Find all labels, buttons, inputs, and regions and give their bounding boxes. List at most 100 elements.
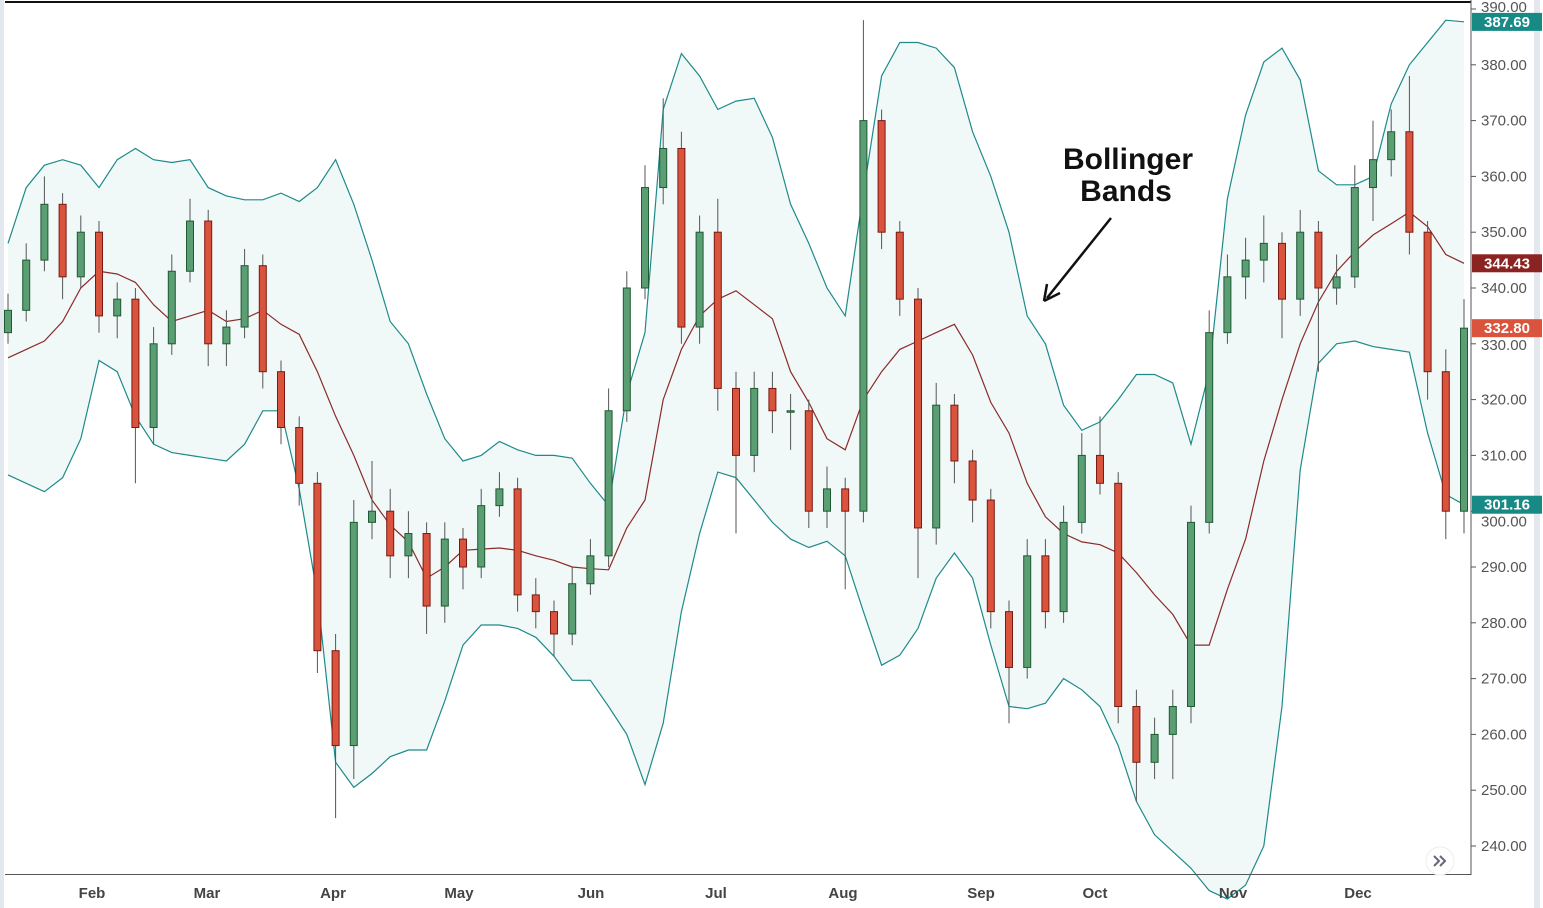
x-axis-ticks: Feb Mar Apr May Jun Jul Aug Sep Oct Nov Dec [79, 885, 1372, 902]
candle-down [459, 527, 467, 590]
candle-down [131, 288, 140, 484]
candle-up [113, 282, 122, 339]
double-chevron-right-icon[interactable] [1433, 855, 1447, 867]
y-tick-label: 280.00 [1481, 615, 1527, 632]
candle-body [1041, 555, 1050, 613]
candle-body [295, 427, 304, 484]
candle-body [550, 611, 558, 635]
candle-body [1296, 231, 1305, 300]
candle-up [440, 522, 449, 623]
price-label-text: 344.43 [1484, 255, 1530, 272]
candle-body [841, 488, 850, 512]
candle-up [40, 176, 49, 272]
candle-down [986, 488, 995, 629]
candle-body [1187, 521, 1195, 707]
candle-body [1369, 159, 1377, 189]
candle-up [1187, 505, 1195, 724]
candle-body [240, 265, 249, 328]
candle-body [113, 298, 122, 317]
price-labels: 387.69 344.43 332.80 301.16 [1472, 12, 1542, 514]
candle-body [804, 410, 813, 512]
candle-up [1332, 254, 1341, 305]
candle-body [1387, 131, 1396, 161]
candle-down [58, 193, 67, 300]
x-tick-label: Sep [967, 885, 995, 902]
candle-body [1132, 706, 1141, 763]
candle-body [968, 460, 977, 501]
y-tick-label: 350.00 [1481, 224, 1527, 241]
candle-body [1423, 231, 1432, 373]
candle-up [76, 215, 85, 288]
candle-body [604, 410, 613, 557]
candle-body [1241, 259, 1250, 278]
y-tick-label: 250.00 [1481, 782, 1527, 799]
candle-up [568, 567, 577, 646]
candle-up [859, 20, 868, 523]
candle-body [1023, 555, 1032, 668]
candle-up [1387, 109, 1396, 177]
candle-body [1114, 482, 1123, 707]
candle-down [313, 472, 322, 674]
candle-body [349, 521, 358, 747]
price-label-bg [1472, 495, 1542, 514]
candle-up [1296, 209, 1305, 316]
x-tick-label: Dec [1344, 885, 1372, 902]
candle-up [1023, 539, 1032, 679]
y-tick-label: 340.00 [1481, 280, 1527, 297]
candle-body [331, 650, 340, 747]
candle-down [768, 371, 777, 434]
candle-body [1205, 332, 1214, 523]
candle-body [4, 309, 12, 334]
candle-body [1405, 131, 1414, 233]
x-tick-label: Nov [1219, 885, 1248, 902]
candle-down [895, 221, 904, 316]
candle-down [677, 131, 686, 344]
candle-up [932, 382, 941, 545]
candle-body [186, 220, 194, 272]
candle-down [1005, 600, 1013, 724]
candle-body [459, 538, 467, 568]
candle-up [1168, 689, 1177, 780]
candle-down [1096, 416, 1104, 495]
candle-body [659, 148, 668, 189]
candle-down [295, 416, 304, 506]
candle-up [1369, 120, 1377, 222]
candle-up [1223, 254, 1232, 344]
candle-down [804, 399, 813, 528]
candle-body [677, 148, 686, 328]
candle-body [786, 410, 795, 413]
candle-up [368, 460, 376, 540]
candle-up [167, 254, 176, 355]
annotation-arrow-head-icon [1042, 283, 1061, 303]
y-tick-label: 270.00 [1481, 671, 1527, 688]
candle-down [1423, 221, 1432, 400]
candle-up [1150, 717, 1159, 780]
candle-body [641, 187, 649, 289]
x-tick-label: Aug [828, 885, 857, 902]
price-label: 332.80 [1472, 319, 1542, 338]
candle-body [76, 231, 85, 278]
candle-body [622, 287, 631, 412]
scroll-to-latest-button[interactable] [1425, 846, 1455, 876]
candle-down [877, 109, 886, 249]
candle-body [404, 533, 413, 557]
candle-body [531, 594, 540, 613]
candle-body [768, 387, 777, 412]
candle-down [258, 254, 267, 389]
candle-body [513, 488, 522, 596]
candle-up [222, 310, 231, 367]
candle-body [859, 120, 868, 512]
candle-body [1059, 521, 1068, 613]
candle-body [950, 404, 959, 462]
y-axis-ticks: 240.00 250.00 260.00 270.00 280.00 290.00 300.… [1471, 0, 1527, 855]
candle-up [1059, 505, 1068, 623]
candle-up [149, 327, 158, 445]
candle-up [349, 500, 358, 780]
candle-up [1241, 237, 1250, 300]
candle-body [1223, 276, 1232, 334]
candle-up [604, 388, 613, 567]
candle-body [495, 488, 504, 507]
x-tick-label: Jul [705, 885, 727, 902]
y-tick-label: 390.00 [1481, 0, 1527, 16]
candle-body [695, 231, 704, 328]
